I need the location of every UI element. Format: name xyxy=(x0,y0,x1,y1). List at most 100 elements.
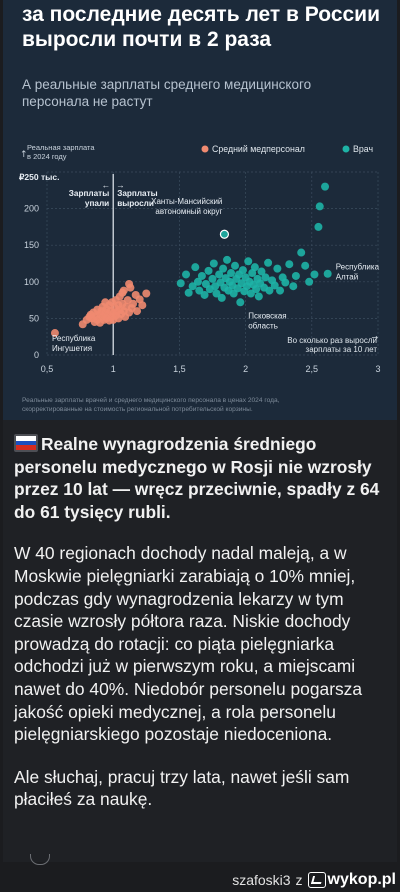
data-point-doctors xyxy=(193,277,202,286)
title-line: выросли почти в 2 раза xyxy=(22,28,272,51)
legend-marker-nurses xyxy=(201,145,209,153)
data-point-doctors xyxy=(261,273,270,282)
post-paragraph: W 40 regionach dochody nadal maleją, a w… xyxy=(14,543,363,745)
post-lead-text: Realne wynagrodzenia średniego personelu… xyxy=(14,434,380,522)
data-point-nurses xyxy=(129,299,138,308)
svg-text:→: → xyxy=(371,333,378,342)
russia-flag-icon xyxy=(14,434,38,452)
subtitle-line: персонала не растут xyxy=(22,94,153,109)
site-name: wykop.pl xyxy=(327,871,396,888)
x-axis-label-line: Во сколько раз выросли xyxy=(287,336,377,345)
chart-annotation: область xyxy=(248,321,278,330)
data-point-doctors xyxy=(200,290,209,299)
data-point-doctors xyxy=(315,202,324,211)
chart-annotation: Республика xyxy=(336,263,380,272)
x-tick-label: 2,5 xyxy=(306,364,319,374)
data-point-doctors xyxy=(215,270,224,279)
data-point-doctors xyxy=(264,258,273,267)
x-tick-label: 0,5 xyxy=(41,364,54,374)
data-point-doctors xyxy=(238,266,247,275)
data-point-doctors xyxy=(285,260,294,269)
chart-annotation: Ингушетия xyxy=(52,344,92,353)
chart-annotation: автономный округ xyxy=(155,207,222,216)
data-point-doctors xyxy=(188,282,197,291)
chart-annotation: Псковская xyxy=(248,311,286,320)
post-paragraph: Ale słuchaj, pracuj trzy lata, nawet jeś… xyxy=(14,766,350,810)
x-tick-label: 1 xyxy=(111,364,116,374)
x-tick-label: 3 xyxy=(375,364,380,374)
data-point-nurses xyxy=(125,279,134,288)
post-lead: Realne wynagrodzenia średniego personelu… xyxy=(14,433,386,523)
chart-annotation: Республика xyxy=(52,334,96,343)
chart-legend: Средний медперсонал Врач xyxy=(201,144,373,154)
avatar xyxy=(30,854,50,865)
data-point-doctors xyxy=(219,264,228,273)
data-point-doctors xyxy=(223,255,232,264)
data-point-doctors xyxy=(212,289,221,298)
y-tick-label: 0 xyxy=(34,350,39,360)
data-point-doctors xyxy=(184,288,193,297)
data-point-doctors xyxy=(270,281,279,290)
y-tick-label: 100 xyxy=(24,277,39,287)
legend-label-nurses: Средний медперсонал xyxy=(212,144,305,154)
wykop-logo-icon xyxy=(307,872,326,888)
data-point-nurses xyxy=(142,289,151,298)
data-point-doctors xyxy=(246,289,255,298)
infographic-title: за последние десять лет в России выросли… xyxy=(22,2,392,52)
data-point-doctors xyxy=(220,230,229,239)
data-point-doctors xyxy=(297,248,306,257)
data-point-doctors xyxy=(176,279,185,288)
data-point-doctors xyxy=(195,286,204,295)
y-tick-label: 150 xyxy=(24,240,39,250)
wykop-logo: wykop.pl xyxy=(307,871,396,889)
x-axis-label-line: зарплаты за 10 лет xyxy=(306,345,378,354)
caption-line: скорректированные на стоимость региональ… xyxy=(22,405,253,413)
data-point-doctors xyxy=(197,271,206,280)
chart-caption: Реальные зарплаты врачей и среднего меди… xyxy=(22,397,382,414)
data-point-doctors xyxy=(321,182,330,191)
data-point-doctors xyxy=(305,277,314,286)
source-credit: szafoski3 z wykop.pl xyxy=(232,871,396,889)
data-point-nurses xyxy=(133,307,142,316)
data-point-nurses xyxy=(138,301,147,310)
reference-label-right: Зарплаты xyxy=(117,189,157,198)
data-point-nurses xyxy=(50,329,59,338)
data-point-doctors xyxy=(182,270,191,279)
reference-label-right: выросли xyxy=(117,199,154,208)
caption-line: Реальные зарплаты врачей и среднего меди… xyxy=(22,397,280,404)
data-point-doctors xyxy=(204,266,213,275)
author-name: szafoski3 xyxy=(232,872,291,888)
data-point-doctors xyxy=(254,292,263,301)
data-point-nurses xyxy=(118,288,127,297)
legend-label-doctors: Врач xyxy=(353,144,373,154)
reference-label-left: Зарплаты xyxy=(69,189,109,198)
y-axis-unit: ₽250 тыс. xyxy=(19,172,59,182)
data-point-doctors xyxy=(281,278,290,287)
data-point-doctors xyxy=(217,293,226,302)
data-point-doctors xyxy=(236,298,245,307)
data-point-doctors xyxy=(252,285,261,294)
data-point-doctors xyxy=(265,286,274,295)
infographic-image: за последние десять лет в России выросли… xyxy=(3,0,397,420)
x-tick-label: 1,5 xyxy=(173,364,186,374)
data-point-doctors xyxy=(323,269,332,278)
data-point-doctors xyxy=(291,271,300,280)
data-point-doctors xyxy=(191,263,200,272)
annotation-highlight xyxy=(219,229,230,239)
y-axis-label: Реальная зарплата в 2024 году xyxy=(27,143,95,161)
data-point-doctors xyxy=(314,222,323,231)
x-axis-label: → Во сколько раз выросли зарплаты за 10 … xyxy=(287,333,378,354)
watermark-bar: szafoski3 z wykop.pl xyxy=(0,854,400,892)
y-axis-arrow: ↑ xyxy=(20,150,28,160)
data-point-doctors xyxy=(209,259,218,268)
data-point-doctors xyxy=(273,264,282,273)
chart-annotation: Алтай xyxy=(336,273,359,282)
chart-annotation: Ханты-Мансийский xyxy=(151,197,222,206)
data-point-doctors xyxy=(208,274,217,283)
reference-arrow-left: ← xyxy=(102,180,111,190)
data-point-doctors xyxy=(227,269,236,278)
data-point-doctors xyxy=(310,270,319,279)
data-point-nurses xyxy=(101,298,110,307)
data-point-doctors xyxy=(244,257,253,266)
